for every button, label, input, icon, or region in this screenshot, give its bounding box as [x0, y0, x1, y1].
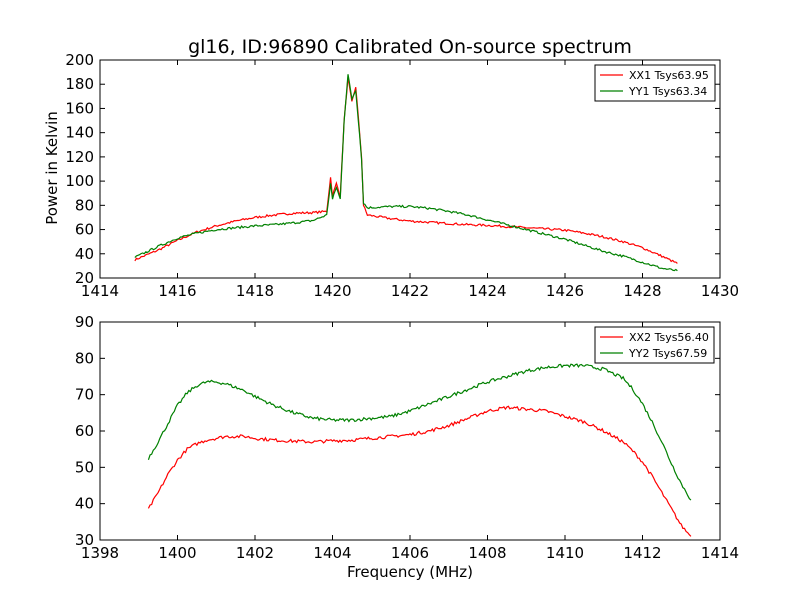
x-tick-label: 1398: [81, 544, 119, 562]
y-tick-label: 90: [75, 313, 94, 331]
bottom-panel: 1398 1400 1402 1404 1406 1408 1410 1412 1414 30 40…: [75, 313, 739, 562]
y-tick-label: 50: [75, 458, 94, 476]
x-tick-label: 1418: [236, 282, 274, 300]
x-tick-label: 1404: [313, 544, 351, 562]
series-line-xx2: [147, 405, 692, 537]
y-tick-label: 120: [65, 148, 94, 166]
y-tick-label: 20: [75, 269, 94, 287]
x-tick-label: 1414: [701, 544, 739, 562]
legend-box: [594, 64, 716, 102]
y-tick-label: 60: [75, 221, 94, 239]
legend-box: [594, 326, 715, 364]
y-tick-label: 140: [65, 124, 94, 142]
y-tick-label: 40: [75, 245, 94, 263]
y-tick-label: 180: [65, 75, 94, 93]
x-tick-label: 1416: [158, 282, 196, 300]
y-tick-label: 100: [65, 172, 94, 190]
y-tick-label: 40: [75, 495, 94, 513]
y-tick-label: 200: [65, 51, 94, 69]
y-tick-label: 70: [75, 386, 94, 404]
x-axis-label: Frequency (MHz): [347, 563, 473, 581]
x-tick-label: 1400: [158, 544, 196, 562]
legend-label: YY2 Tsys67.59: [628, 347, 707, 360]
y-tick-label: 80: [75, 196, 94, 214]
series-line-yy2: [147, 363, 692, 501]
series-line-yy1: [134, 74, 678, 272]
y-tick-label: 160: [65, 99, 94, 117]
x-tick-label: 1408: [468, 544, 506, 562]
legend: XX1 Tsys63.95 YY1 Tsys63.34: [594, 64, 716, 102]
legend-label: XX1 Tsys63.95: [629, 69, 709, 82]
x-tick-label: 1430: [701, 282, 739, 300]
y-axis-label: Power in Kelvin: [43, 111, 61, 225]
legend: XX2 Tsys56.40 YY2 Tsys67.59: [594, 326, 715, 364]
chart-title: gl16, ID:96890 Calibrated On-source spec…: [188, 36, 632, 58]
x-tick-label: 1402: [236, 544, 274, 562]
x-tick-label: 1410: [546, 544, 584, 562]
y-tick-label: 80: [75, 349, 94, 367]
x-tick-label: 1414: [81, 282, 119, 300]
y-tick-label: 30: [75, 531, 94, 549]
x-tick-label: 1428: [623, 282, 661, 300]
x-tick-label: 1412: [623, 544, 661, 562]
x-tick-label: 1422: [391, 282, 429, 300]
x-tick-label: 1420: [313, 282, 351, 300]
top-panel: 1414 1416 1418 1420 1422 1424 1426 1428 1430 20 40…: [65, 51, 739, 300]
y-tick-label: 60: [75, 422, 94, 440]
x-tick-label: 1426: [546, 282, 584, 300]
legend-label: XX2 Tsys56.40: [629, 331, 709, 344]
x-tick-label: 1406: [391, 544, 429, 562]
x-tick-label: 1424: [468, 282, 506, 300]
series-line-xx1: [134, 77, 678, 264]
legend-label: YY1 Tsys63.34: [628, 85, 707, 98]
